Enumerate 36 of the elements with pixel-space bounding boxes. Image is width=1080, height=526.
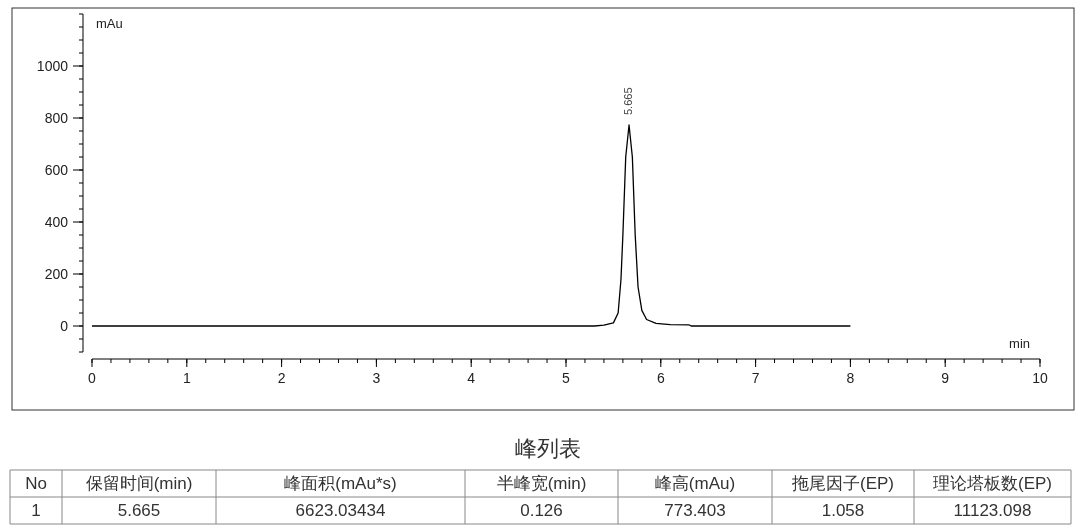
line-series [91,124,852,327]
y-tick-label: 1000 [36,58,69,74]
data-label: 0.126 [520,501,563,520]
data-label: 5.665 [117,501,161,520]
y-tick-label: 800 [44,110,69,126]
x-tick-label: 0 [88,370,97,386]
text: 峰列表 [515,436,581,461]
category-label: 理论塔板数(EP) [933,474,1052,493]
category-label: 峰面积(mAu*s) [284,474,397,493]
category-label: 峰高(mAu) [654,474,736,493]
x-tick-label: 2 [277,370,286,386]
x-tick-label: 4 [467,370,476,386]
category-label: 保留时间(min) [85,474,193,493]
y-axis-title: mAu [96,16,123,31]
x-tick-label: 5 [562,370,571,386]
data-label: 6623.03434 [295,501,386,520]
y-tick-label: 400 [44,214,69,230]
y-tick-label: 600 [44,162,69,178]
y-tick-label: 200 [44,266,69,282]
x-tick-label: 10 [1032,370,1048,386]
x-tick-label: 3 [372,370,381,386]
category-label: No [25,474,47,493]
x-tick-label: 6 [656,370,665,386]
annotation: 5.665 [621,87,634,116]
data-label: 1.058 [821,501,865,520]
data-label: 1 [31,501,41,520]
x-tick-label: 1 [182,370,191,386]
x-axis-title: min [1009,336,1030,351]
x-tick-label: 8 [846,370,855,386]
data-label: 11123.098 [953,501,1032,520]
x-tick-label: 7 [751,370,760,386]
y-tick-label: 0 [60,318,69,334]
category-label: 半峰宽(min) [496,474,587,493]
category-label: 拖尾因子(EP) [791,474,894,493]
x-tick-label: 9 [941,370,950,386]
data-label: 773.403 [664,501,726,520]
